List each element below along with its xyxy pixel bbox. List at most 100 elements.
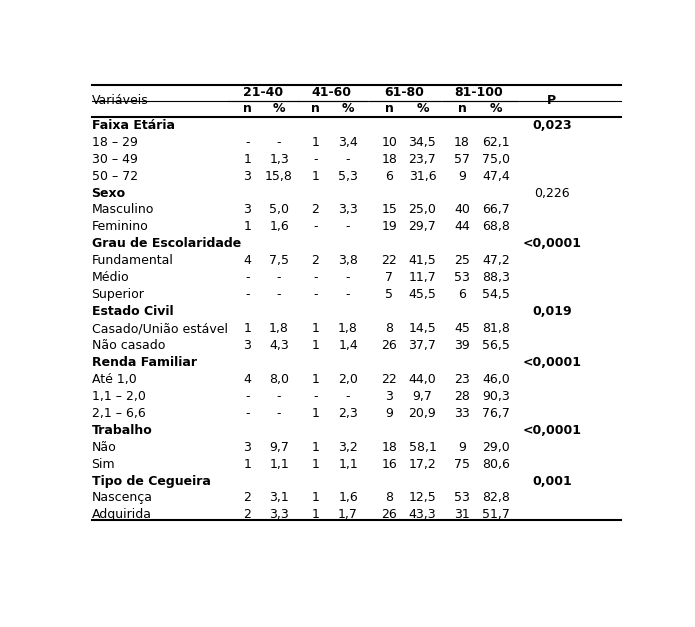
Text: 54,5: 54,5 (482, 288, 510, 301)
Text: 1: 1 (311, 492, 320, 505)
Text: -: - (245, 288, 250, 301)
Text: 75,0: 75,0 (482, 152, 510, 166)
Text: Variáveis: Variáveis (92, 94, 148, 107)
Text: 15,8: 15,8 (265, 170, 293, 182)
Text: -: - (313, 152, 318, 166)
Text: 3,1: 3,1 (269, 492, 289, 505)
Text: 1,6: 1,6 (269, 221, 289, 233)
Text: -: - (346, 390, 350, 403)
Text: 3: 3 (385, 390, 393, 403)
Text: 0,023: 0,023 (532, 119, 572, 132)
Text: -: - (245, 407, 250, 419)
Text: 12,5: 12,5 (409, 492, 436, 505)
Text: -: - (245, 271, 250, 284)
Text: 3,4: 3,4 (338, 135, 358, 149)
Text: 16: 16 (382, 458, 397, 471)
Text: 29,0: 29,0 (482, 441, 510, 454)
Text: 11,7: 11,7 (409, 271, 436, 284)
Text: 57: 57 (454, 152, 470, 166)
Text: 81-100: 81-100 (455, 87, 503, 100)
Text: 45,5: 45,5 (409, 288, 436, 301)
Text: 0,001: 0,001 (532, 475, 572, 488)
Text: 2: 2 (311, 204, 320, 216)
Text: 10: 10 (381, 135, 397, 149)
Text: 75: 75 (454, 458, 470, 471)
Text: 80,6: 80,6 (482, 458, 510, 471)
Text: n: n (457, 102, 466, 115)
Text: Trabalho: Trabalho (92, 424, 152, 437)
Text: 45: 45 (454, 322, 470, 335)
Text: 44,0: 44,0 (409, 373, 436, 386)
Text: 1: 1 (311, 170, 320, 182)
Text: 4: 4 (243, 373, 251, 386)
Text: 26: 26 (382, 339, 397, 352)
Text: 5: 5 (385, 288, 393, 301)
Text: Renda Familiar: Renda Familiar (92, 356, 197, 369)
Text: 1: 1 (311, 135, 320, 149)
Text: 28: 28 (454, 390, 470, 403)
Text: <0,0001: <0,0001 (523, 238, 582, 250)
Text: 31: 31 (454, 508, 470, 522)
Text: 3: 3 (243, 339, 251, 352)
Text: n: n (311, 102, 320, 115)
Text: n: n (385, 102, 393, 115)
Text: 39: 39 (454, 339, 470, 352)
Text: Médio: Médio (92, 271, 129, 284)
Text: Sim: Sim (92, 458, 115, 471)
Text: 0,019: 0,019 (532, 305, 572, 318)
Text: 3,3: 3,3 (338, 204, 358, 216)
Text: 23,7: 23,7 (409, 152, 436, 166)
Text: 9,7: 9,7 (413, 390, 432, 403)
Text: 3,3: 3,3 (269, 508, 289, 522)
Text: 9,7: 9,7 (269, 441, 289, 454)
Text: 2,3: 2,3 (338, 407, 358, 419)
Text: -: - (313, 271, 318, 284)
Text: 44: 44 (454, 221, 470, 233)
Text: 22: 22 (382, 373, 397, 386)
Text: 1,3: 1,3 (269, 152, 289, 166)
Text: 1,8: 1,8 (338, 322, 358, 335)
Text: 1,1: 1,1 (338, 458, 358, 471)
Text: P: P (548, 94, 557, 107)
Text: 3,2: 3,2 (338, 441, 358, 454)
Text: 29,7: 29,7 (409, 221, 436, 233)
Text: 61-80: 61-80 (385, 87, 425, 100)
Text: 8: 8 (385, 492, 393, 505)
Text: 15: 15 (381, 204, 397, 216)
Text: 18: 18 (454, 135, 470, 149)
Text: Não: Não (92, 441, 116, 454)
Text: -: - (245, 135, 250, 149)
Text: 56,5: 56,5 (482, 339, 510, 352)
Text: Tipo de Cegueira: Tipo de Cegueira (92, 475, 211, 488)
Text: 2,0: 2,0 (338, 373, 358, 386)
Text: 14,5: 14,5 (409, 322, 436, 335)
Text: 5,3: 5,3 (338, 170, 358, 182)
Text: 76,7: 76,7 (482, 407, 510, 419)
Text: 8: 8 (385, 322, 393, 335)
Text: 1,1: 1,1 (269, 458, 289, 471)
Text: %: % (416, 102, 429, 115)
Text: 53: 53 (454, 492, 470, 505)
Text: -: - (313, 221, 318, 233)
Text: Até 1,0: Até 1,0 (92, 373, 136, 386)
Text: 1: 1 (243, 152, 251, 166)
Text: 41-60: 41-60 (312, 87, 352, 100)
Text: 1,7: 1,7 (338, 508, 358, 522)
Text: 33: 33 (454, 407, 470, 419)
Text: -: - (346, 221, 350, 233)
Text: %: % (273, 102, 286, 115)
Text: 6: 6 (458, 288, 466, 301)
Text: 1,1 – 2,0: 1,1 – 2,0 (92, 390, 145, 403)
Text: <0,0001: <0,0001 (523, 356, 582, 369)
Text: 6: 6 (385, 170, 393, 182)
Text: -: - (346, 152, 350, 166)
Text: 1: 1 (243, 458, 251, 471)
Text: -: - (245, 390, 250, 403)
Text: 4: 4 (243, 255, 251, 267)
Text: 1: 1 (311, 441, 320, 454)
Text: 1,4: 1,4 (338, 339, 358, 352)
Text: 26: 26 (382, 508, 397, 522)
Text: -: - (346, 271, 350, 284)
Text: 50 – 72: 50 – 72 (92, 170, 138, 182)
Text: 47,4: 47,4 (482, 170, 510, 182)
